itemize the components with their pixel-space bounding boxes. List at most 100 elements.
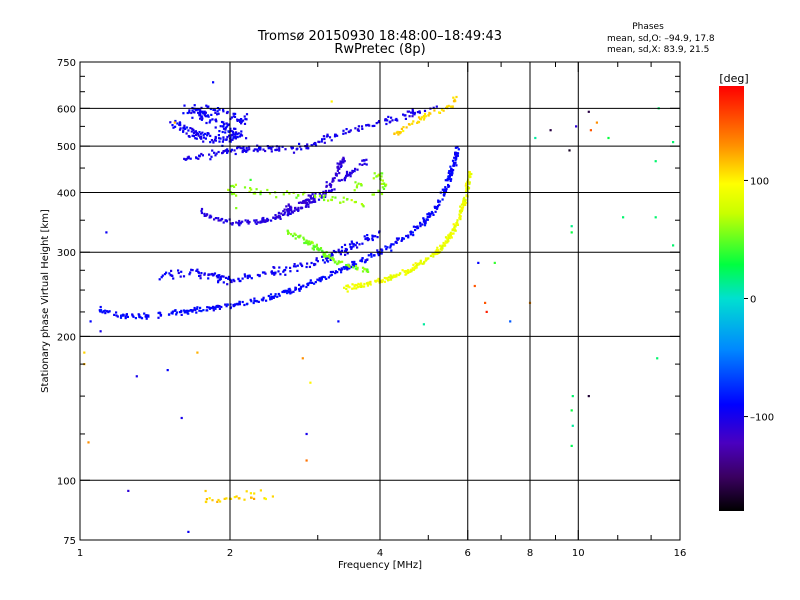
x-trace-point <box>348 286 351 289</box>
o-inner-curve-point <box>325 184 328 187</box>
o-mid-curve-point <box>317 198 321 201</box>
o-upper-band-point <box>385 122 388 126</box>
o-top-cluster-point <box>197 134 200 137</box>
o-top-cluster-point <box>225 138 228 141</box>
o-trace-point <box>377 252 380 255</box>
o-lower-band-point <box>203 272 206 275</box>
scatter-point <box>672 244 675 247</box>
x-mid-band-point <box>316 248 319 251</box>
o-upper-band-point <box>384 119 387 122</box>
o-trace-point <box>194 308 197 312</box>
o-lower-band-point <box>233 280 236 283</box>
o-upper-band-point <box>336 134 339 137</box>
x-trace-point <box>377 277 380 280</box>
o-mid-curve-point <box>356 168 359 171</box>
x-trace-point <box>444 236 448 239</box>
x-trace-point <box>409 268 413 271</box>
o-trace-point <box>278 294 281 297</box>
x-mid-band-point <box>306 242 310 245</box>
o-inner-curve-point <box>308 200 311 203</box>
x-mid-band-point <box>305 240 309 243</box>
x-greenish-point <box>259 190 262 193</box>
o-trace-point <box>401 238 404 241</box>
x-trace-point <box>463 199 466 202</box>
x-greenish-point <box>243 186 247 189</box>
x-mid-band-point <box>311 241 314 244</box>
o-trace-point <box>270 296 273 299</box>
x-trace-point <box>453 226 456 229</box>
o-top-cluster-point <box>226 135 229 139</box>
o-trace-point <box>298 288 301 291</box>
o-inner-curve-point <box>274 214 277 217</box>
o-mid-curve-point <box>200 209 203 213</box>
o-top-cluster-point <box>236 133 239 136</box>
o-top-cluster-point <box>195 132 198 135</box>
o-trace-point <box>451 159 455 162</box>
x-trace-point <box>390 275 393 278</box>
o-top-cluster-point <box>237 119 240 122</box>
o-trace-point <box>455 157 458 160</box>
o-upper-band-point <box>201 154 204 157</box>
o-top-cluster-point <box>220 120 224 124</box>
x-trace-point <box>458 216 461 220</box>
o-trace-point <box>191 310 194 313</box>
o-trace-point <box>120 314 123 317</box>
scatter-point <box>337 320 340 323</box>
o-top-cluster-point <box>214 118 217 122</box>
x-trace-point <box>352 287 355 290</box>
o-lower-band-point <box>226 283 229 286</box>
o-trace-point <box>189 309 193 312</box>
o-mid-curve-point <box>345 174 348 177</box>
x-trace-point <box>374 279 377 282</box>
y-tick-label: 600 <box>57 104 76 115</box>
o-trace-point <box>272 296 275 299</box>
o-lower-band-point <box>172 277 175 280</box>
o-upper-band-point <box>264 149 267 153</box>
o-mid-curve-point <box>361 159 364 162</box>
o-top-cluster-point <box>224 128 227 131</box>
x-greenish-point <box>285 190 289 193</box>
x-upper-point <box>433 109 436 112</box>
o-trace-point <box>187 309 190 312</box>
o-upper-band-point <box>373 124 376 127</box>
o-trace-point <box>143 312 146 315</box>
scatter-point <box>571 395 574 398</box>
o-lower-band-point <box>274 272 277 275</box>
o-trace-point <box>446 179 449 182</box>
x-mid-band-point <box>345 264 348 267</box>
o-mid-curve-point <box>239 221 243 224</box>
o-trace-point <box>329 270 332 274</box>
o-top-cluster-point <box>182 112 185 115</box>
x-trace-point <box>401 269 404 272</box>
x-mid-band-point <box>332 258 335 261</box>
o-upper-band-point <box>189 157 192 160</box>
o-trace-point <box>184 310 187 314</box>
o-top-cluster-point <box>198 131 201 134</box>
o-mid-curve-point <box>350 172 353 175</box>
o-mid-curve-point <box>231 223 234 226</box>
x-greenish-point <box>318 194 322 198</box>
o-mid-curve-point <box>290 210 293 213</box>
o-top-cluster-point <box>221 130 224 134</box>
o-trace-point <box>113 313 116 316</box>
o-upper-band-point <box>394 118 397 121</box>
x-trace-point <box>389 278 393 281</box>
o-inner-curve-point <box>311 193 314 196</box>
x-greenish-point <box>379 172 382 175</box>
x-trace-point <box>427 257 430 260</box>
o-upper-band-point <box>195 157 198 160</box>
x-upper-point <box>454 100 457 103</box>
o-trace-point <box>390 249 393 252</box>
x-trace-point <box>356 284 359 287</box>
x-greenish-point <box>359 183 363 186</box>
o-trace-point <box>101 311 104 314</box>
o-top-cluster-point <box>198 114 201 117</box>
o-top-cluster-point <box>213 109 217 112</box>
x-greenish-point <box>360 203 363 206</box>
o-upper-band-point <box>271 145 274 148</box>
o-upper-band-point <box>432 106 435 109</box>
o-trace-point <box>269 293 273 296</box>
o-trace-point <box>298 283 301 286</box>
x-trace-point <box>419 259 422 262</box>
o-lower-band-point <box>326 260 330 263</box>
